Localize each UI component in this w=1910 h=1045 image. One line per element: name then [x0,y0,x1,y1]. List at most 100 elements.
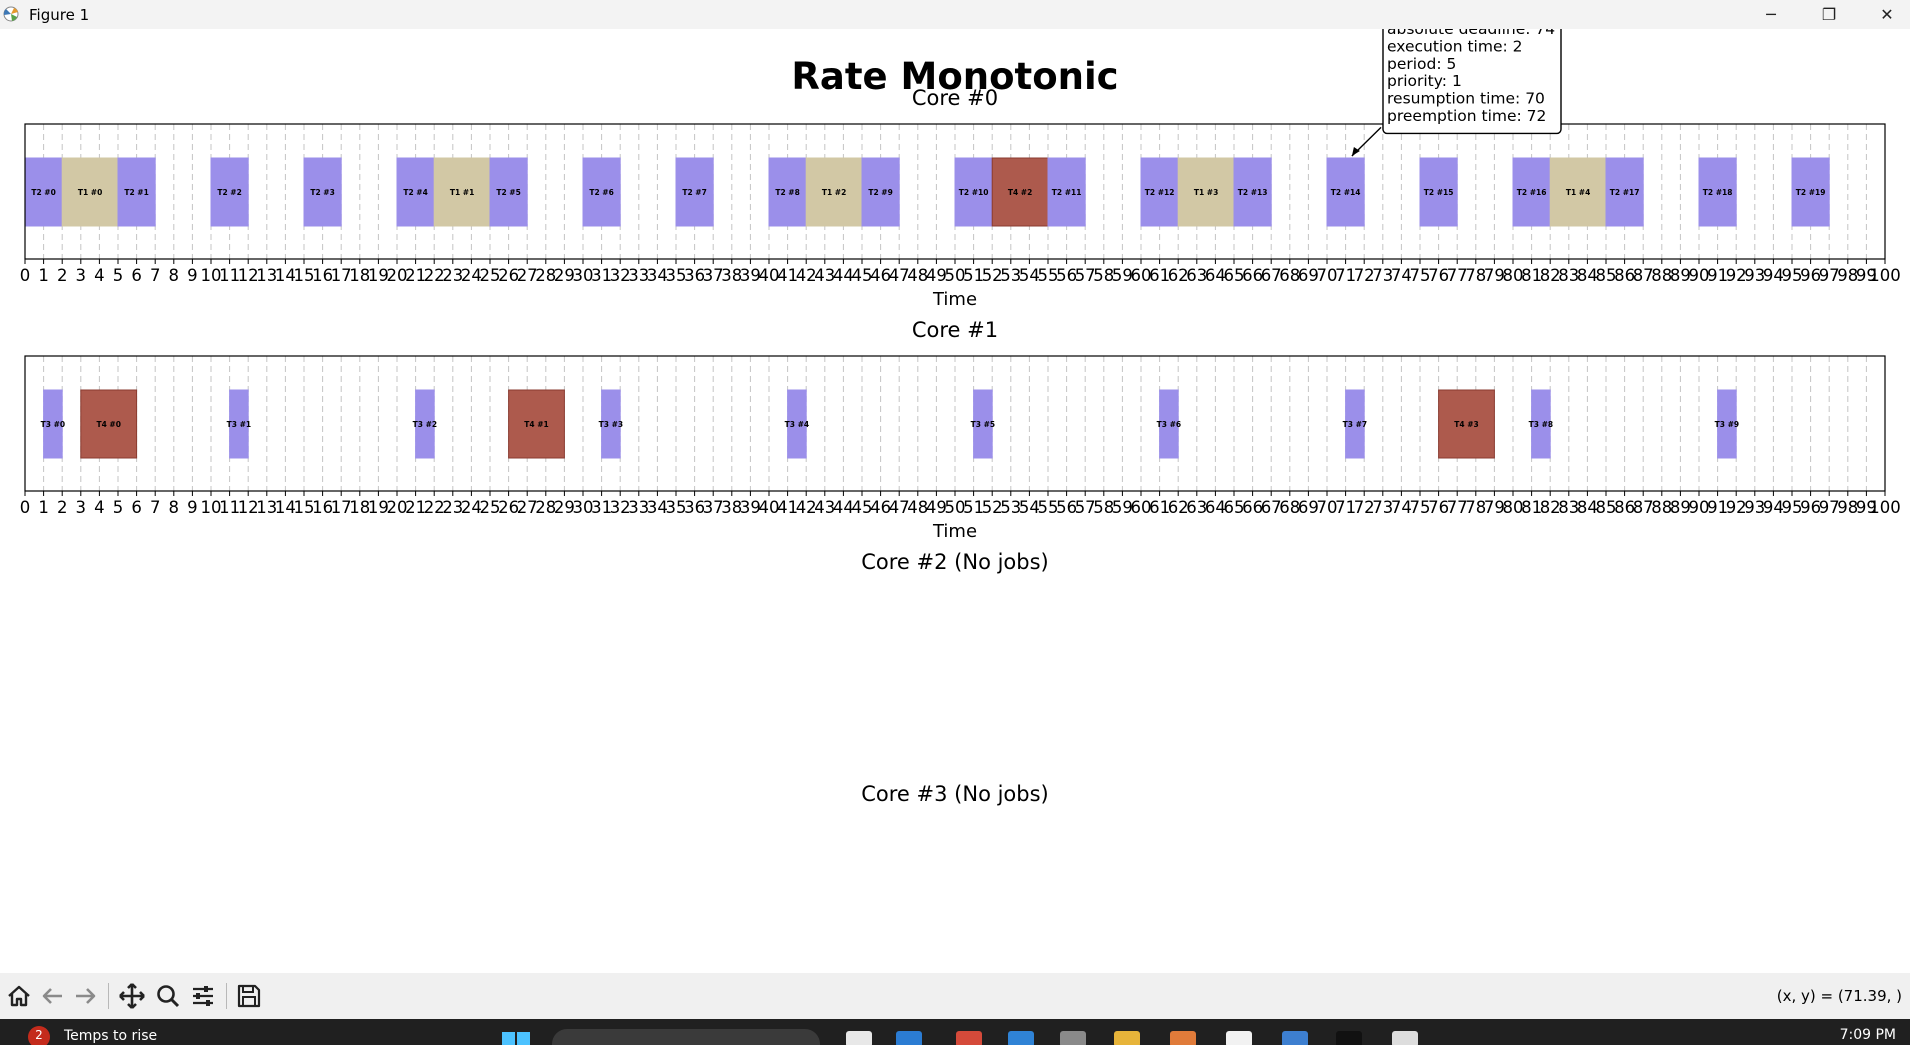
x-tick-label: 30 [573,266,594,285]
job-bar[interactable] [303,157,342,227]
job-bar[interactable] [1531,389,1551,459]
taskbar-app-icon[interactable] [1170,1031,1196,1045]
pan-icon[interactable] [117,981,147,1011]
taskbar-app-icon[interactable] [1226,1031,1252,1045]
x-tick-label: 66 [1242,498,1263,517]
job-bar[interactable] [805,157,863,227]
weather-badge[interactable]: 2 [28,1026,50,1045]
zoom-icon[interactable] [153,981,183,1011]
job-bar[interactable] [1698,157,1737,227]
save-icon[interactable] [234,981,264,1011]
job-bar[interactable] [1140,157,1179,227]
job-label: T3 #4 [785,420,809,429]
job-bar[interactable] [61,157,119,227]
x-tick-label: 65 [1224,498,1245,517]
maximize-button[interactable]: ❐ [1821,5,1837,24]
job-bar[interactable] [117,157,156,227]
job-bar[interactable] [582,157,621,227]
x-tick-label: 75 [1410,266,1431,285]
job-bar[interactable] [1605,157,1644,227]
taskbar-app-icon[interactable] [956,1031,982,1045]
job-bar[interactable] [675,157,714,227]
job-bar[interactable] [1047,157,1086,227]
job-bar[interactable] [954,157,993,227]
job-label: T3 #0 [41,420,65,429]
tooltip-line: priority: 1 [1387,72,1462,90]
job-bar[interactable] [1345,389,1365,459]
job-bar[interactable] [1512,157,1551,227]
job-bar[interactable] [415,389,435,459]
taskbar-app-icon[interactable] [896,1031,922,1045]
job-bar[interactable] [1419,157,1458,227]
x-tick-label: 90 [1689,266,1710,285]
job-label: T2 #17 [1610,188,1640,197]
x-tick-label: 53 [1000,498,1021,517]
back-arrow-icon[interactable] [38,981,68,1011]
job-bar[interactable] [508,389,565,459]
x-tick-label: 5 [113,498,124,517]
job-bar[interactable] [1438,389,1495,459]
job-bar[interactable] [1549,157,1607,227]
x-tick-label: 35 [666,266,687,285]
job-bar[interactable] [1326,157,1365,227]
configure-subplots-icon[interactable] [188,981,218,1011]
windows-start-icon[interactable] [502,1032,530,1045]
x-tick-label: 57 [1075,266,1096,285]
job-bar[interactable] [396,157,435,227]
x-tick-label: 85 [1596,266,1617,285]
x-tick-label: 43 [814,266,835,285]
taskbar-app-icon[interactable] [846,1031,872,1045]
job-bar[interactable] [1233,157,1272,227]
x-tick-label: 97 [1819,266,1840,285]
x-tick-label: 77 [1447,266,1468,285]
taskbar-search-box[interactable] [552,1029,820,1045]
x-tick-label: 9 [187,498,198,517]
x-tick-label: 7 [150,498,161,517]
taskbar-app-icon[interactable] [1060,1031,1086,1045]
x-tick-label: 67 [1261,498,1282,517]
x-tick-label: 36 [684,266,705,285]
job-bar[interactable] [210,157,249,227]
job-bar[interactable] [489,157,528,227]
window-titlebar: Figure 1 ─ ❐ ✕ [0,0,1910,29]
x-tick-label: 2 [57,498,68,517]
x-tick-label: 5 [113,266,124,285]
taskbar-app-icon[interactable] [1392,1031,1418,1045]
job-bar[interactable] [1159,389,1179,459]
figure-canvas[interactable]: Core #0 T2 #0 T1 #0 T2 #1 T2 #2 T2 #3 T2 #4 T1 … [0,18,1910,973]
job-bar[interactable] [80,389,138,459]
taskbar-app-icon[interactable] [1114,1031,1140,1045]
close-button[interactable]: ✕ [1880,5,1894,24]
job-bar[interactable] [601,389,621,459]
job-label: T2 #11 [1052,188,1082,197]
taskbar-app-icon[interactable] [1008,1031,1034,1045]
x-tick-label: 6 [131,266,142,285]
forward-arrow-icon[interactable] [70,981,100,1011]
x-tick-label: 13 [256,498,277,517]
job-bar[interactable] [787,389,807,459]
job-label: T2 #2 [217,188,241,197]
x-tick-label: 88 [1651,266,1672,285]
x-tick-label: 59 [1112,498,1133,517]
x-tick-label: 25 [480,498,501,517]
job-bar[interactable] [1717,389,1737,459]
job-bar[interactable] [229,389,249,459]
x-tick-label: 48 [907,266,928,285]
job-bar[interactable] [1177,157,1235,227]
job-bar[interactable] [1791,157,1830,227]
minimize-button[interactable]: ─ [1766,5,1776,24]
taskbar-app-icon[interactable] [1282,1031,1308,1045]
taskbar-app-icon[interactable] [1336,1031,1362,1045]
x-tick-label: 46 [870,498,891,517]
job-bar[interactable] [861,157,900,227]
job-bar[interactable] [433,157,491,227]
job-bar[interactable] [43,389,63,459]
grid-lines [24,356,1886,491]
home-icon[interactable] [4,981,34,1011]
job-label: T3 #5 [971,420,995,429]
weather-text[interactable]: Temps to rise [64,1028,158,1044]
x-tick-label: 44 [833,266,854,285]
job-bar[interactable] [973,389,993,459]
x-tick-label: 71 [1335,266,1356,285]
